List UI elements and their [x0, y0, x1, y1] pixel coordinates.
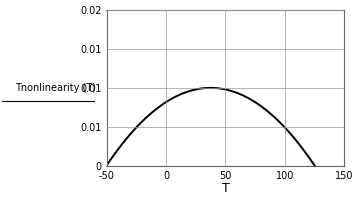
Text: Tnonlinearity (T): Tnonlinearity (T) — [15, 83, 96, 93]
X-axis label: T: T — [222, 182, 229, 195]
